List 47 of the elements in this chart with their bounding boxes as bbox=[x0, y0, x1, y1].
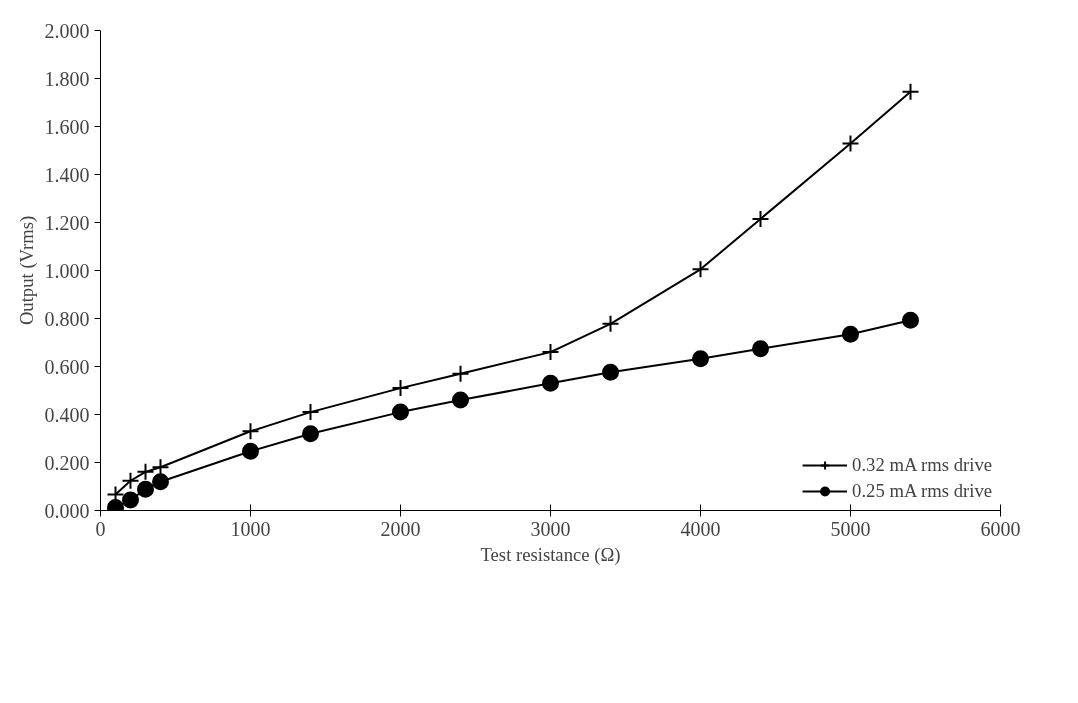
point bbox=[137, 480, 154, 498]
point bbox=[841, 134, 860, 153]
point bbox=[541, 343, 560, 362]
point bbox=[451, 364, 470, 383]
point bbox=[691, 260, 710, 279]
y-tick-label: 0.000 bbox=[44, 499, 90, 522]
x-axis-title: Test resistance (Ω) bbox=[480, 543, 621, 566]
x-tick-label: 6000 bbox=[980, 517, 1021, 540]
y-tick-label: 1.800 bbox=[44, 67, 90, 90]
point bbox=[601, 314, 620, 333]
point bbox=[122, 491, 139, 509]
y-tick-label: 0.600 bbox=[44, 355, 90, 378]
point bbox=[452, 391, 469, 409]
y-tick-label: 2.000 bbox=[44, 19, 90, 42]
point bbox=[902, 311, 919, 329]
point bbox=[752, 340, 769, 358]
legend-label: 0.25 mA rms drive bbox=[852, 480, 992, 502]
x-tick-label: 4000 bbox=[680, 517, 721, 540]
point bbox=[842, 325, 859, 343]
y-tick-label: 0.200 bbox=[44, 451, 90, 474]
point bbox=[901, 82, 920, 101]
point bbox=[121, 471, 140, 490]
y-tick-label: 1.200 bbox=[44, 211, 90, 234]
y-tick-label: 1.600 bbox=[44, 115, 90, 138]
x-tick-label: 0 bbox=[95, 517, 106, 540]
y-tick-label: 1.000 bbox=[44, 259, 90, 282]
point bbox=[751, 209, 770, 228]
point bbox=[136, 462, 155, 481]
y-axis-title: Output (Vrms) bbox=[15, 215, 38, 326]
point bbox=[302, 425, 319, 443]
point bbox=[542, 374, 559, 392]
y-tick-label: 0.800 bbox=[44, 307, 90, 330]
x-tick-label: 5000 bbox=[830, 517, 871, 540]
x-tick-label: 1000 bbox=[230, 517, 271, 540]
point bbox=[242, 442, 259, 460]
y-tick-label: 1.400 bbox=[44, 163, 90, 186]
legend-label: 0.32 mA rms drive bbox=[852, 454, 992, 476]
point bbox=[241, 422, 260, 441]
point bbox=[391, 379, 410, 398]
x-tick-label: 3000 bbox=[530, 517, 571, 540]
point bbox=[602, 363, 619, 381]
x-tick-label: 2000 bbox=[380, 517, 421, 540]
point bbox=[301, 403, 320, 422]
point bbox=[392, 403, 409, 421]
y-tick-label: 0.400 bbox=[44, 403, 90, 426]
point bbox=[152, 473, 169, 491]
point bbox=[692, 350, 709, 368]
